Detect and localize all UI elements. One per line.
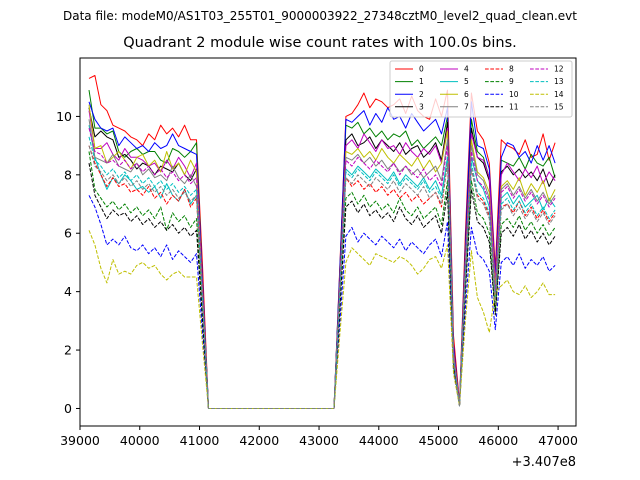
- x-tick-label: 45000: [419, 433, 459, 448]
- legend-label-10: 10: [509, 90, 519, 99]
- series-line-14: [88, 230, 556, 409]
- series-line-6: [88, 104, 556, 409]
- series-line-1: [88, 90, 556, 409]
- y-tick-label: 8: [64, 167, 72, 182]
- legend-box: [389, 60, 573, 118]
- legend-label-11: 11: [509, 102, 519, 111]
- series-layer: [88, 75, 556, 409]
- x-tick-label: 47000: [538, 433, 578, 448]
- legend-label-0: 0: [419, 65, 424, 74]
- x-tick-label: 40000: [120, 433, 160, 448]
- x-tick-label: 41000: [180, 433, 220, 448]
- chart-title: Quadrant 2 module wise count rates with …: [123, 35, 517, 51]
- x-offset-text: +3.407e8: [512, 455, 576, 470]
- legend-label-3: 3: [419, 102, 424, 111]
- series-line-10: [88, 195, 556, 409]
- x-tick-label: 39000: [60, 433, 100, 448]
- legend-label-6: 6: [464, 90, 469, 99]
- legend-label-8: 8: [509, 65, 514, 74]
- figure-suptitle: Data file: modeM0/AS1T03_255T01_90000039…: [63, 9, 577, 23]
- legend-label-2: 2: [419, 90, 424, 99]
- legend-label-9: 9: [509, 77, 514, 86]
- series-line-12: [88, 127, 556, 409]
- series-line-9: [88, 151, 556, 409]
- legend-label-14: 14: [554, 90, 564, 99]
- legend-label-15: 15: [554, 102, 564, 111]
- x-tick-label: 43000: [299, 433, 339, 448]
- axes-frame: [79, 57, 577, 427]
- y-tick-label: 6: [64, 226, 72, 241]
- legend-label-12: 12: [554, 65, 564, 74]
- x-tick-label: 46000: [478, 433, 518, 448]
- x-tick-label: 42000: [239, 433, 279, 448]
- y-tick-label: 10: [56, 109, 72, 124]
- legend-label-7: 7: [464, 102, 469, 111]
- x-axis: 39000 40000 41000 42000 43000 44000 45000 46000…: [60, 426, 578, 448]
- legend-label-5: 5: [464, 77, 469, 86]
- series-line-11: [88, 163, 556, 409]
- series-line-8: [88, 145, 556, 409]
- series-line-15: [88, 145, 556, 409]
- legend-label-4: 4: [464, 65, 469, 74]
- y-axis: 0 2 4 6 8 10: [56, 109, 80, 416]
- y-tick-label: 2: [64, 343, 72, 358]
- legend-label-13: 13: [554, 77, 564, 86]
- series-line-3: [88, 107, 556, 409]
- x-tick-label: 44000: [359, 433, 399, 448]
- series-line-0: [88, 75, 556, 409]
- legend-label-1: 1: [419, 77, 424, 86]
- y-tick-label: 4: [64, 284, 72, 299]
- series-line-13: [88, 136, 556, 409]
- y-tick-label: 0: [64, 401, 72, 416]
